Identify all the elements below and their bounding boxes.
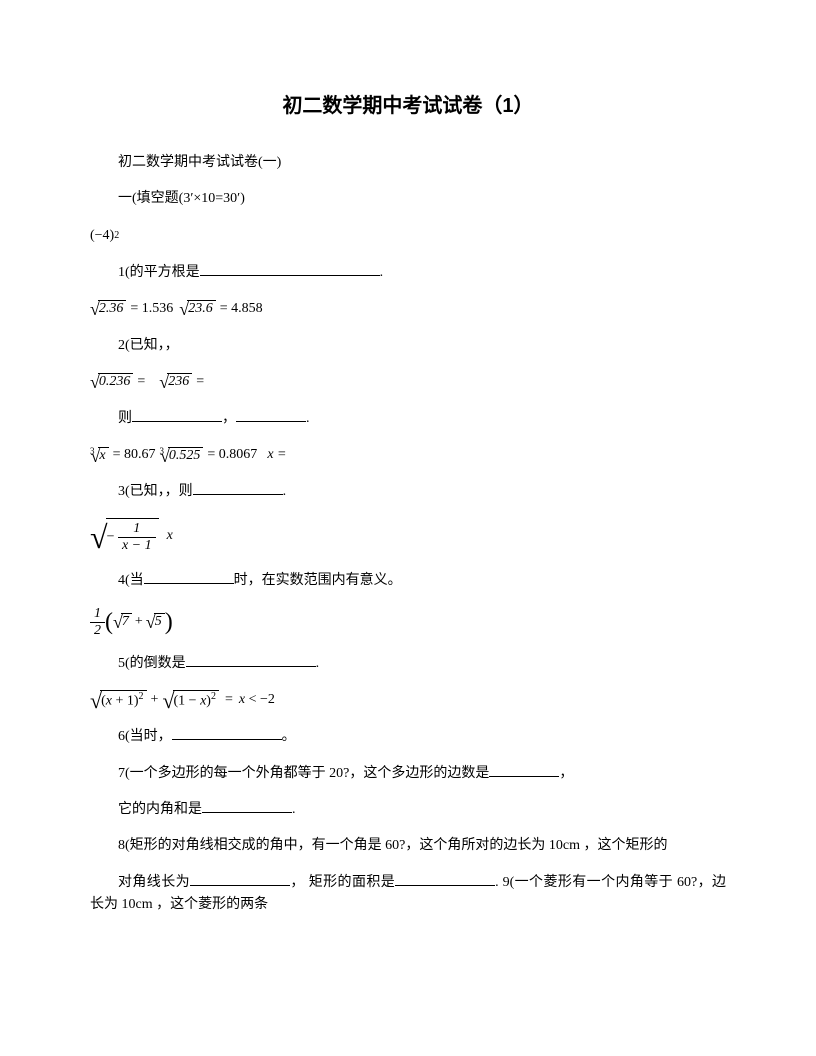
- eq: =: [137, 371, 145, 393]
- q3-text: 3(已知，，则.: [90, 481, 726, 503]
- q1-text: 1(的平方根是.: [90, 262, 726, 284]
- label: 时，在实数范围内有意义。: [234, 573, 402, 588]
- q7-text-a: 7(一个多边形的每一个外角都等于 20?，这个多边形的边数是 ，: [90, 763, 726, 785]
- label: 7(一个多边形的每一个外角都等于 20?，这个多边形的边数是: [118, 766, 489, 781]
- plus: +: [151, 689, 159, 711]
- frac-den: 2: [90, 622, 105, 639]
- q3-given: 3√x = 80.67 3√0.525 = 0.8067 x =: [90, 444, 726, 467]
- eq: = 80.67: [113, 444, 156, 466]
- eq: =: [196, 371, 204, 393]
- blank: [172, 739, 282, 740]
- sqrt-body: 0.236: [98, 373, 134, 391]
- period: .: [283, 484, 287, 499]
- blank: [186, 666, 316, 667]
- period: .: [316, 656, 320, 671]
- blank: [200, 275, 380, 276]
- eq: = 1.536: [130, 298, 173, 320]
- period: .: [380, 265, 384, 280]
- frac-num: 1: [90, 606, 105, 622]
- label: 3(已知，，则: [118, 484, 193, 499]
- sqrt-body: 2.36: [98, 300, 127, 318]
- label: 6(当时，: [118, 729, 172, 744]
- q4-text: 4(当 时，在实数范围内有意义。: [90, 570, 726, 592]
- q5-expr: 1 2 ( √7 + √5 ): [90, 606, 726, 639]
- sqrt-body: 236: [167, 373, 192, 391]
- q7-text-b: 它的内角和是.: [90, 799, 726, 821]
- label: 4(当: [118, 573, 144, 588]
- label: 。: [282, 729, 296, 744]
- x-var: x: [167, 525, 173, 547]
- q2-given: √2.36 = 1.536 √23.6 = 4.858: [90, 298, 726, 321]
- label: ， 矩形的面积是: [290, 875, 395, 890]
- q2-blanks: 则 ，.: [90, 408, 726, 430]
- q8-text-b: 对角线长为， 矩形的面积是. 9(一个菱形有一个内角等于 60?，边长为 10c…: [90, 872, 726, 917]
- label: 8(矩形的对角线相交成的角中，有一个角是 60?，这个角所对的边长为 10cm …: [118, 838, 667, 853]
- q2-text: 2(已知，，: [90, 335, 726, 357]
- blank: [193, 494, 283, 495]
- label: 则: [118, 411, 132, 426]
- x-eq: x =: [267, 444, 286, 466]
- blank: [236, 421, 306, 422]
- q1-label: 1(的平方根是: [118, 265, 200, 280]
- frac-num: 1: [129, 521, 144, 537]
- label: .: [306, 411, 310, 426]
- eq: =: [225, 689, 233, 711]
- page-title: 初二数学期中考试试卷（1）: [90, 90, 726, 122]
- label: 对角线长为: [118, 875, 190, 890]
- subtitle: 初二数学期中考试试卷(一): [90, 152, 726, 174]
- blank: [132, 421, 222, 422]
- frac-den: x − 1: [118, 537, 156, 554]
- q4-expr: √ − 1 x − 1 x: [90, 518, 726, 556]
- sqrt-body: 0.525: [168, 447, 204, 465]
- label: ，: [222, 411, 236, 426]
- q6-text: 6(当时， 。: [90, 726, 726, 748]
- q1-expr: (−4)2: [90, 225, 726, 248]
- label: 5(的倒数是: [118, 656, 186, 671]
- q5-text: 5(的倒数是.: [90, 653, 726, 675]
- q8-text-a: 8(矩形的对角线相交成的角中，有一个角是 60?，这个角所对的边长为 10cm …: [90, 835, 726, 857]
- blank: [190, 885, 290, 886]
- sqrt-body: 23.6: [187, 300, 216, 318]
- blank: [395, 885, 495, 886]
- sqrt-body: x: [98, 447, 108, 465]
- blank: [489, 776, 559, 777]
- eq: = 0.8067: [207, 444, 257, 466]
- section-header: 一(填空题(3′×10=30′): [90, 188, 726, 210]
- blank: [202, 812, 292, 813]
- blank: [144, 583, 234, 584]
- label: ，: [559, 766, 573, 781]
- eq: = 4.858: [220, 298, 263, 320]
- label: 它的内角和是: [118, 802, 202, 817]
- q2-answer: √0.236 = √236 =: [90, 371, 726, 394]
- label: .: [292, 802, 296, 817]
- q6-expr: √(x + 1)2 + √(1 − x)2 = x < −2: [90, 689, 726, 712]
